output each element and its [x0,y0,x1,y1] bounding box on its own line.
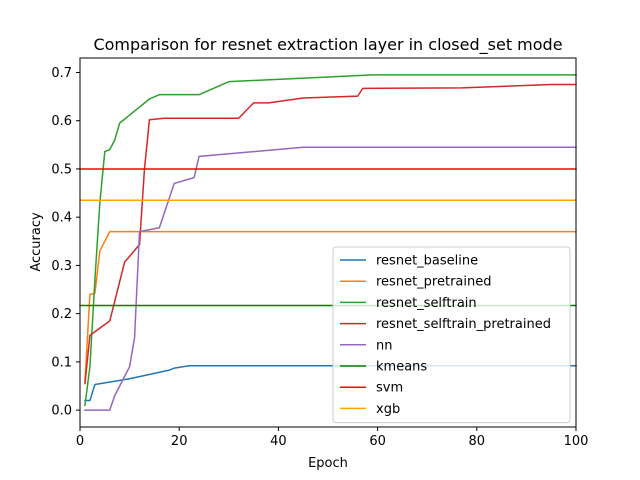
x-axis-label: Epoch [308,456,348,471]
series-line-resnet-pretrained [84,230,577,382]
y-tick-label: 0.4 [51,211,72,226]
legend-label-resnet-selftrain: resnet_selftrain [376,296,477,311]
legend-label-resnet-baseline: resnet_baseline [376,254,478,269]
plot-lines [79,74,577,411]
x-tick-label: 60 [369,434,386,449]
legend-label-xgb: xgb [376,402,400,417]
series-line-nn [84,146,577,411]
legend-label-resnet-selftrain-pretrained: resnet_selftrain_pretrained [376,317,551,332]
legend-label-kmeans: kmeans [376,360,427,375]
y-tick-label: 0.2 [51,307,72,322]
chart-title: Comparison for resnet extraction layer i… [93,35,562,55]
y-tick-label: 0.5 [51,162,72,177]
x-tick-label: 0 [76,434,84,449]
x-tick-label: 100 [564,434,589,449]
series-line-resnet-selftrain [84,74,577,407]
x-tick-label: 40 [270,434,287,449]
y-axis: 0.0 0.1 0.2 0.3 0.4 0.5 0.6 0.7 [51,66,80,419]
y-axis-label: Accuracy [29,212,44,272]
x-tick-label: 20 [171,434,188,449]
y-tick-label: 0.1 [51,355,72,370]
series-line-resnet-baseline [84,364,577,402]
x-tick-label: 80 [469,434,486,449]
legend-label-nn: nn [376,338,392,353]
legend-label-svm: svm [376,381,403,396]
y-tick-label: 0.6 [51,114,72,129]
legend-label-resnet-pretrained: resnet_pretrained [376,275,491,290]
plot-frame [79,57,577,428]
legend: resnet_baseline resnet_pretrained resnet_s… [332,246,571,424]
y-tick-label: 0.3 [51,259,72,274]
y-tick-label: 0.7 [51,66,72,81]
series-line-resnet-selftrain-pretrained [84,83,577,385]
y-tick-label: 0.0 [51,404,72,419]
legend-box [332,246,571,424]
x-axis: 0 20 40 60 80 100 [76,427,589,449]
